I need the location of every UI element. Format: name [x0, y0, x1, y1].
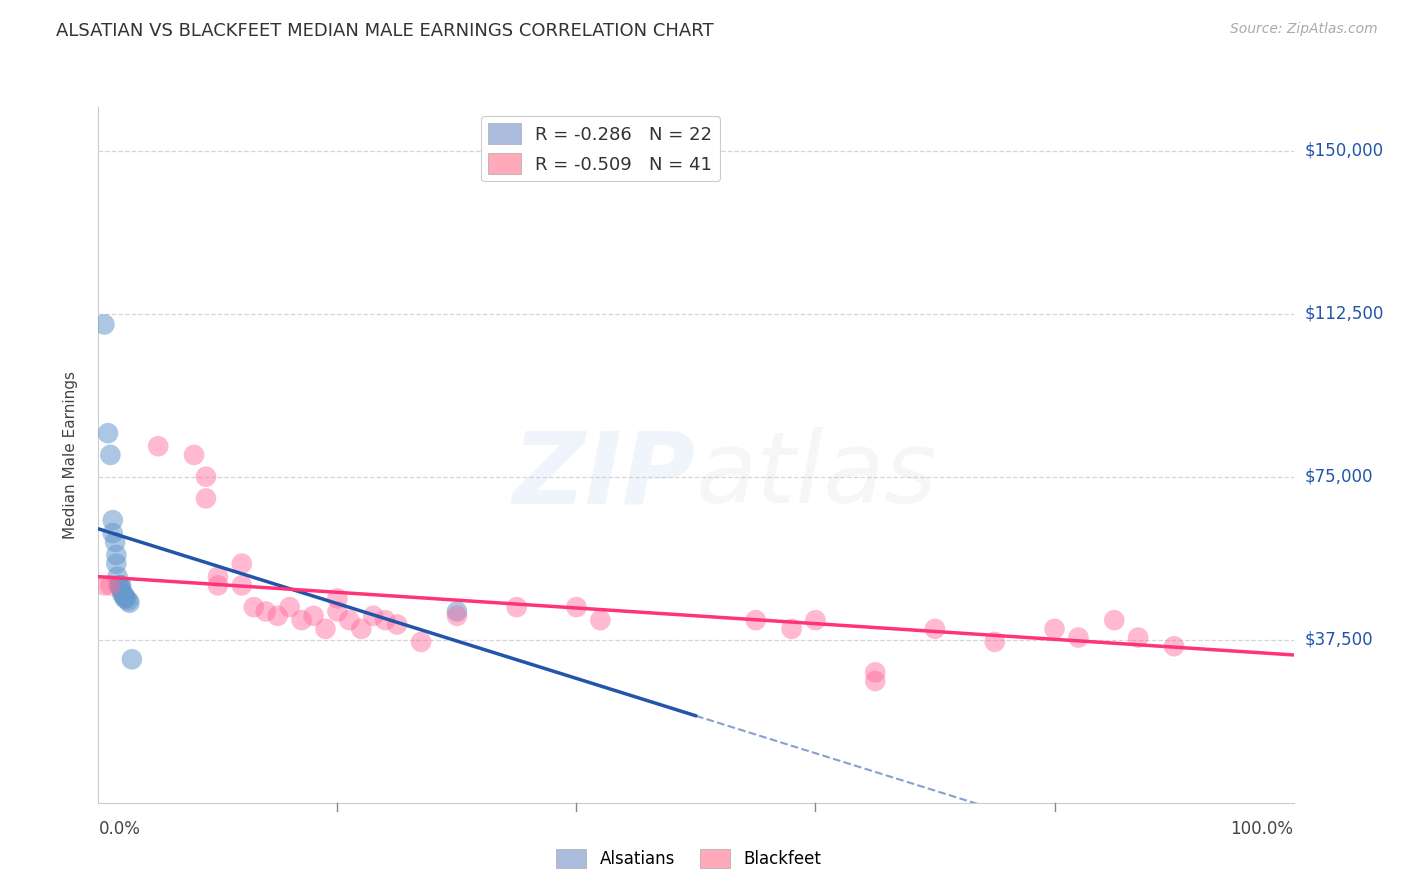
Point — [302, 608, 325, 623]
Point — [110, 582, 132, 597]
Point — [1067, 631, 1090, 645]
Point — [290, 613, 312, 627]
Point — [278, 600, 301, 615]
Point — [107, 570, 129, 584]
Text: $150,000: $150,000 — [1305, 142, 1384, 160]
Point — [231, 578, 253, 592]
Point — [105, 548, 128, 562]
Text: ALSATIAN VS BLACKFEET MEDIAN MALE EARNINGS CORRELATION CHART: ALSATIAN VS BLACKFEET MEDIAN MALE EARNIN… — [56, 22, 714, 40]
Point — [93, 578, 115, 592]
Point — [98, 578, 122, 592]
Point — [112, 587, 135, 601]
Point — [326, 591, 349, 606]
Point — [101, 526, 124, 541]
Point — [107, 578, 129, 592]
Text: 100.0%: 100.0% — [1230, 821, 1294, 838]
Text: ZIP: ZIP — [513, 427, 696, 524]
Point — [114, 589, 136, 603]
Point — [385, 617, 409, 632]
Text: $75,000: $75,000 — [1305, 467, 1374, 485]
Point — [267, 608, 290, 623]
Point — [863, 665, 886, 680]
Point — [745, 613, 768, 627]
Point — [111, 587, 134, 601]
Point — [194, 491, 217, 506]
Point — [589, 613, 612, 627]
Text: $112,500: $112,500 — [1305, 304, 1384, 323]
Point — [110, 578, 132, 592]
Point — [105, 557, 128, 571]
Text: $37,500: $37,500 — [1305, 631, 1374, 648]
Point — [337, 613, 360, 627]
Point — [363, 608, 385, 623]
Point — [207, 570, 229, 584]
Point — [254, 605, 277, 619]
Point — [114, 591, 136, 606]
Point — [506, 600, 529, 615]
Text: 0.0%: 0.0% — [98, 821, 141, 838]
Point — [411, 635, 433, 649]
Point — [1102, 613, 1125, 627]
Point — [183, 448, 205, 462]
Point — [117, 593, 139, 607]
Point — [863, 674, 886, 689]
Point — [194, 469, 217, 483]
Point — [121, 652, 143, 666]
Point — [1128, 631, 1150, 645]
Point — [207, 578, 229, 592]
Legend: R = -0.286   N = 22, R = -0.509   N = 41: R = -0.286 N = 22, R = -0.509 N = 41 — [481, 116, 720, 181]
Point — [924, 622, 946, 636]
Point — [374, 613, 396, 627]
Point — [97, 426, 120, 441]
Text: atlas: atlas — [696, 427, 938, 524]
Point — [350, 622, 373, 636]
Point — [98, 448, 122, 462]
Point — [326, 605, 349, 619]
Point — [983, 635, 1005, 649]
Point — [565, 600, 588, 615]
Point — [446, 608, 468, 623]
Point — [1043, 622, 1066, 636]
Point — [315, 622, 337, 636]
Point — [104, 535, 127, 549]
Point — [101, 513, 124, 527]
Point — [780, 622, 803, 636]
Point — [243, 600, 266, 615]
Point — [108, 578, 131, 592]
Point — [231, 557, 253, 571]
Legend: Alsatians, Blackfeet: Alsatians, Blackfeet — [550, 842, 828, 875]
Point — [1163, 639, 1185, 653]
Point — [804, 613, 827, 627]
Point — [115, 591, 138, 606]
Point — [93, 318, 115, 332]
Point — [446, 605, 468, 619]
Point — [148, 439, 170, 453]
Y-axis label: Median Male Earnings: Median Male Earnings — [63, 371, 77, 539]
Text: Source: ZipAtlas.com: Source: ZipAtlas.com — [1230, 22, 1378, 37]
Point — [118, 596, 141, 610]
